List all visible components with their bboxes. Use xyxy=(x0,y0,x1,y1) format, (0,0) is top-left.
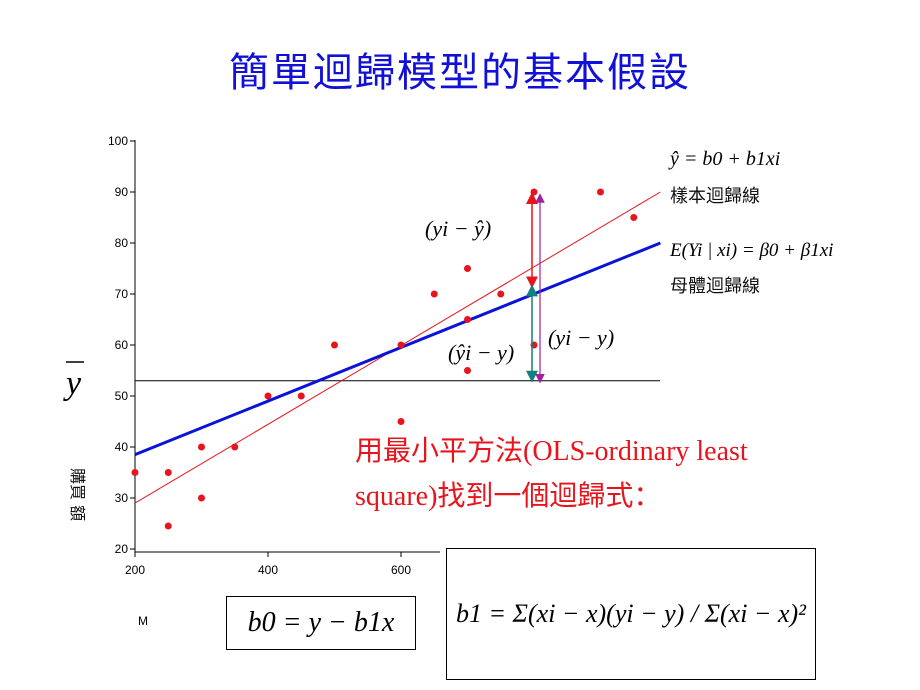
data-point xyxy=(597,188,604,196)
y-tick-label: 20 xyxy=(115,542,129,556)
residual-label: (yi − ŷ) xyxy=(425,216,491,241)
x-ticks: 200 400 600 xyxy=(125,552,411,577)
y-tick-label: 100 xyxy=(108,134,128,148)
data-points xyxy=(131,188,638,530)
y-tick-label: 70 xyxy=(115,287,129,301)
x-tick-label: 200 xyxy=(125,563,145,577)
ybar-symbol: y xyxy=(63,365,82,402)
total-label: (yi − y) xyxy=(548,325,614,350)
y-tick-label: 90 xyxy=(115,185,129,199)
y-tick-label: 30 xyxy=(115,491,129,505)
slide-title: 簡單迴歸模型的基本假設 xyxy=(229,50,691,96)
data-point xyxy=(464,316,471,323)
y-tick-label: 50 xyxy=(115,389,129,403)
b1-formula: b1 = Σ(xi − x)(yi − y) / Σ(xi − x)² xyxy=(456,599,806,628)
data-point xyxy=(630,214,638,221)
data-point xyxy=(164,522,172,530)
data-point xyxy=(497,290,505,298)
x-tick-label: 600 xyxy=(391,563,411,577)
data-point xyxy=(164,469,172,476)
explained-label: (ŷi − y) xyxy=(448,340,514,365)
y-axis-label: 購買 額 xyxy=(68,468,87,521)
data-point xyxy=(397,418,405,425)
b0-formula-box: b0 = y − b1x xyxy=(226,596,416,650)
data-point xyxy=(464,265,471,272)
sample-line-label: 樣本迴歸線 xyxy=(670,186,760,207)
y-ticks: 20 30 40 50 60 70 80 90 100 xyxy=(108,134,135,556)
data-point xyxy=(131,469,139,476)
data-point xyxy=(331,341,338,349)
data-point xyxy=(464,367,471,374)
data-point xyxy=(530,188,538,196)
ols-line-2: square)找到一個迴歸式： xyxy=(355,480,661,512)
population-line-label: 母體迴歸線 xyxy=(670,276,760,297)
population-equation: E(Yi | xi) = β0 + β1xi xyxy=(669,240,833,261)
x-axis-label: M xyxy=(138,614,148,628)
data-point xyxy=(264,392,272,400)
data-point xyxy=(430,290,438,298)
x-tick-label: 400 xyxy=(258,563,278,577)
y-tick-label: 40 xyxy=(115,440,129,454)
y-tick-label: 80 xyxy=(115,236,129,250)
sample-equation: ŷ = b0 + b1xi xyxy=(668,148,780,170)
b0-formula: b0 = y − b1x xyxy=(247,607,395,638)
y-tick-label: 60 xyxy=(115,338,129,352)
data-point xyxy=(198,494,205,502)
data-point xyxy=(231,443,239,451)
b1-formula-box: b1 = Σ(xi − x)(yi − y) / Σ(xi − x)² xyxy=(446,548,816,680)
data-point xyxy=(198,443,205,451)
population-regression-line xyxy=(134,241,661,457)
data-point xyxy=(297,392,305,400)
ols-line-1: 用最小平方法(OLS-ordinary least xyxy=(355,435,748,467)
data-point xyxy=(397,341,405,349)
